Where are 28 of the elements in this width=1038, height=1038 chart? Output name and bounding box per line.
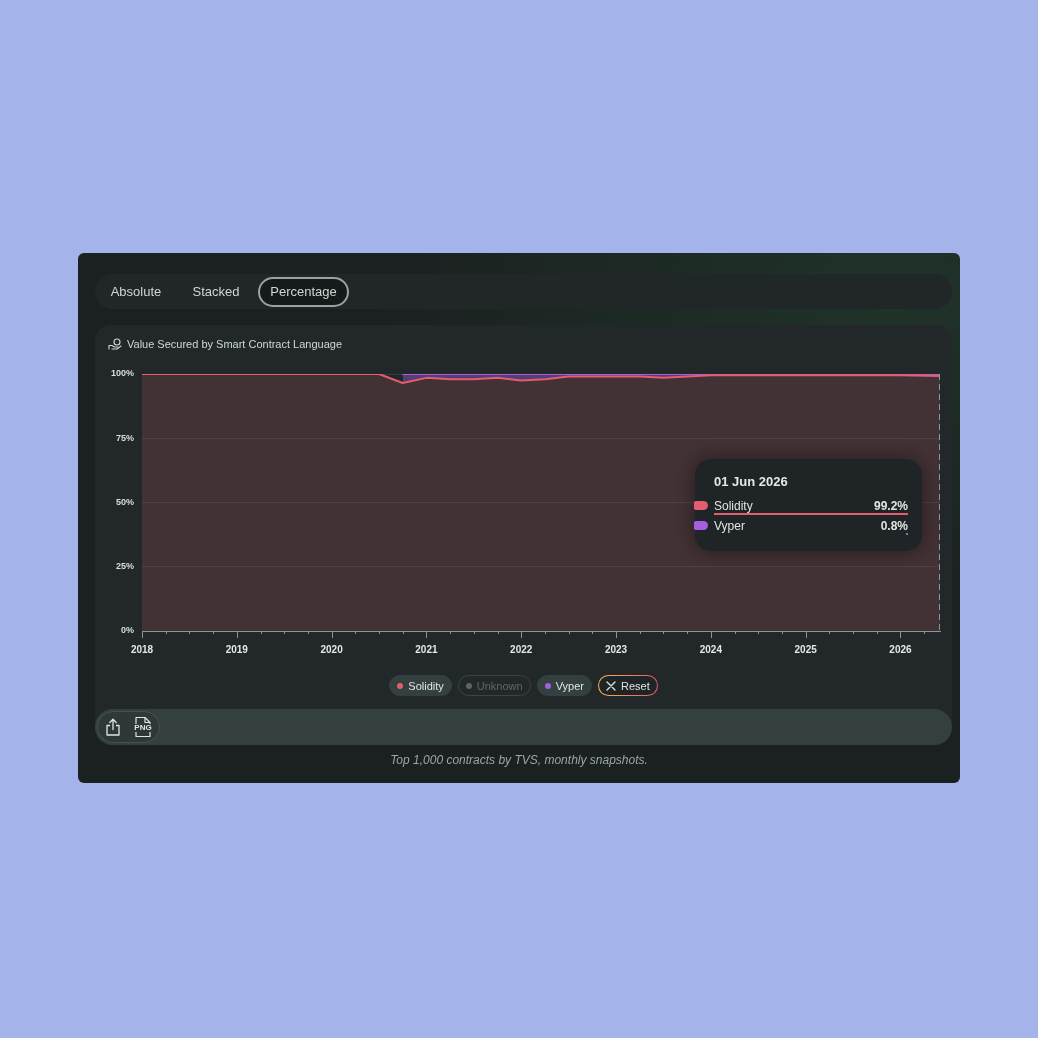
legend-label: Unknown <box>476 679 523 692</box>
y-tick-label: 50% <box>115 496 134 507</box>
x-tick-label: 2019 <box>225 643 249 655</box>
x-tick-label: 2026 <box>889 643 913 655</box>
text: Top 1,000 contracts by TVS, monthly snapshots. <box>389 753 649 768</box>
text: Solidity <box>408 679 444 692</box>
annotation: 01 Jun 2026 <box>714 474 788 490</box>
text: Percentage <box>258 277 349 307</box>
legend-label: Vyper <box>714 519 745 533</box>
x-tick-label: 2025 <box>794 643 818 655</box>
x-tick-label: 2018 <box>130 643 154 655</box>
x-tick-label: 2020 <box>320 643 344 655</box>
legend-label: Solidity <box>714 499 753 513</box>
y-tick-label: 100% <box>110 368 134 379</box>
annotation: 99.2% <box>873 499 908 513</box>
y-tick-label: 0% <box>120 625 134 636</box>
text: Absolute <box>109 283 163 301</box>
x-tick-label: 2024 <box>699 643 723 655</box>
text: Vyper <box>555 679 584 692</box>
x-tick-label: 2022 <box>510 643 533 655</box>
x-tick-label: 2021 <box>415 643 438 655</box>
text: Stacked <box>191 283 241 301</box>
y-tick-label: 75% <box>115 432 134 443</box>
text: Reset <box>620 679 650 692</box>
annotation: 0.8% <box>880 519 908 533</box>
x-tick-label: 2023 <box>604 643 628 655</box>
y-tick-label: 25% <box>115 561 134 572</box>
chart-title: Value Secured by Smart Contract Language <box>127 337 343 351</box>
